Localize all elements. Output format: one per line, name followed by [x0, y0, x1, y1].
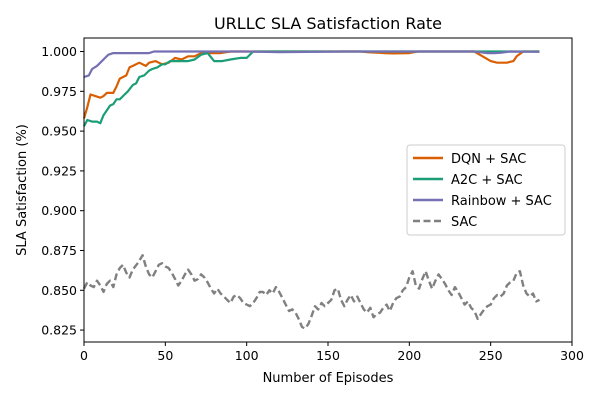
y-tick-label: 0.925 [41, 163, 77, 178]
series-line-rainbow-sac [83, 50, 540, 79]
series-line-sac [82, 254, 541, 330]
legend-label: DQN + SAC [451, 152, 526, 167]
x-tick-label: 250 [479, 348, 503, 363]
plot-lines [82, 50, 541, 330]
x-tick-label: 50 [157, 348, 173, 363]
x-tick-label: 300 [560, 348, 584, 363]
legend-label: A2C + SAC [451, 173, 523, 188]
x-tick-label: 0 [80, 348, 88, 363]
legend-box [406, 144, 566, 236]
y-tick-label: 0.875 [41, 243, 77, 258]
legend-label: SAC [451, 215, 477, 230]
y-tick-label: 0.850 [41, 283, 77, 298]
y-tick-label: 1.000 [41, 44, 77, 59]
y-axis: 0.825 0.850 0.875 0.900 0.925 0.950 0.975 1.000 [41, 44, 84, 338]
x-tick-label: 200 [397, 348, 421, 363]
x-tick-label: 100 [235, 348, 259, 363]
legend: DQN + SAC A2C + SAC Rainbow + SAC SAC [406, 144, 566, 236]
chart-title: URLLC SLA Satisfaction Rate [214, 14, 442, 33]
series-line-dqn-sac [82, 50, 540, 119]
x-axis: 0 50 100 150 200 250 300 [80, 342, 584, 363]
y-tick-label: 0.825 [41, 323, 77, 338]
y-tick-label: 0.975 [41, 84, 77, 99]
y-tick-label: 0.950 [41, 124, 77, 139]
x-axis-label: Number of Episodes [263, 371, 394, 386]
y-tick-label: 0.900 [41, 203, 77, 218]
y-axis-label: SLA Satisfaction (%) [15, 124, 30, 256]
legend-label: Rainbow + SAC [451, 194, 552, 209]
x-tick-label: 150 [316, 348, 340, 363]
series-line-a2c-sac [83, 50, 540, 127]
